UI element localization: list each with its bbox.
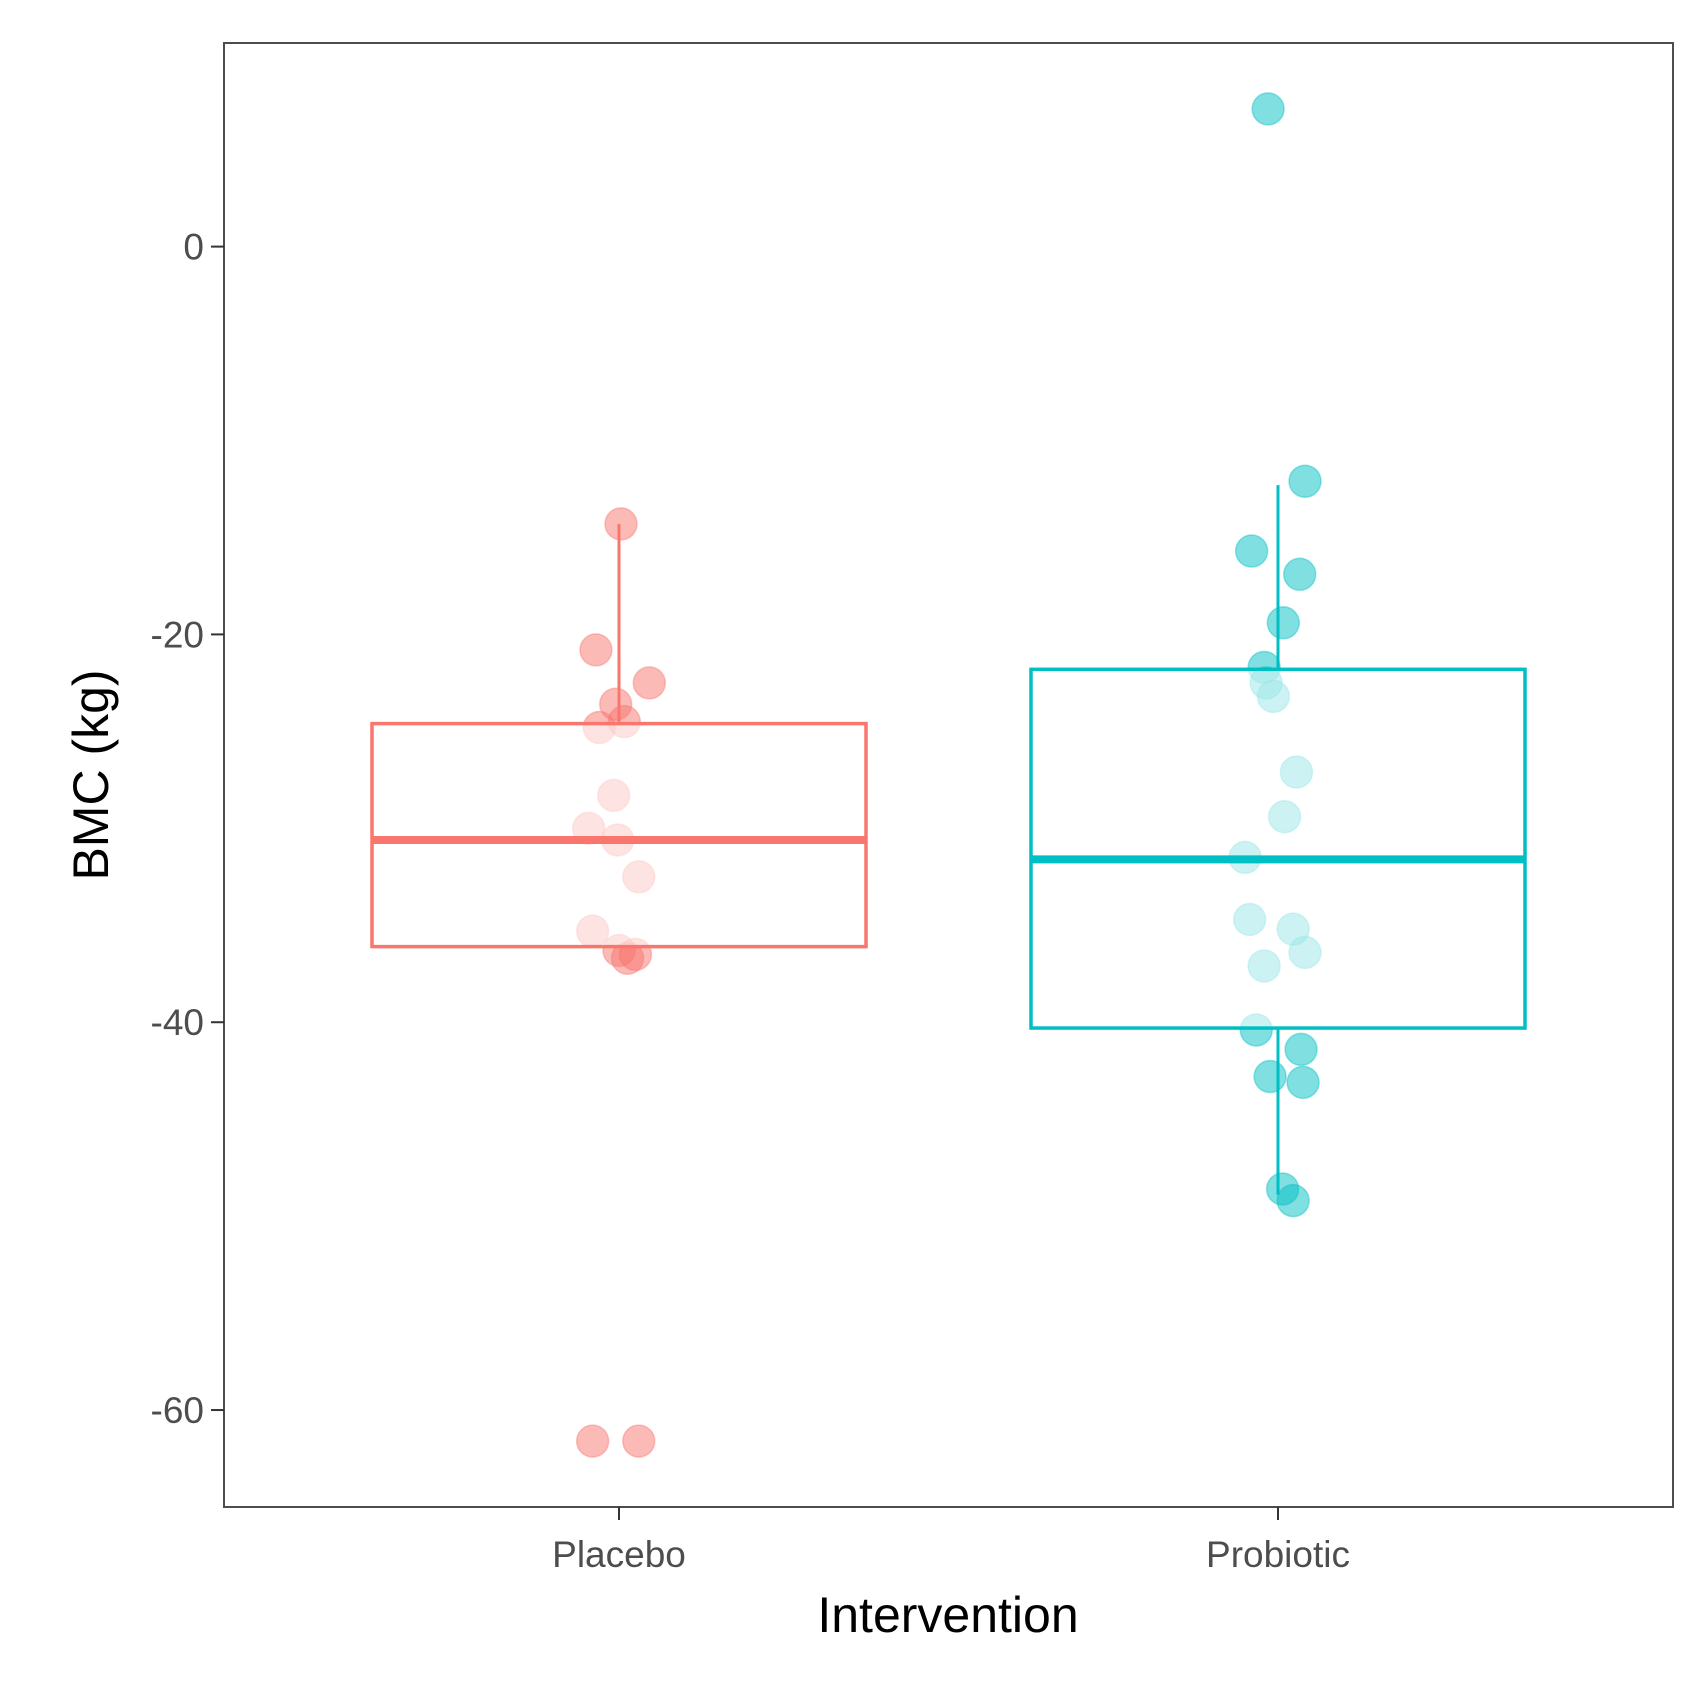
y-tick-label: -60 (151, 1390, 204, 1431)
data-point-probiotic (1234, 534, 1269, 568)
x-tick-label: Probiotic (1206, 1534, 1350, 1575)
data-point-probiotic (1282, 557, 1317, 592)
data-point-probiotic (1276, 1183, 1310, 1218)
y-tick-label: -20 (151, 614, 204, 655)
data-point-probiotic (1286, 1065, 1320, 1100)
y-tick-label: -40 (151, 1002, 204, 1043)
y-axis-title: BMC (kg) (63, 669, 119, 880)
data-point-probiotic (1288, 464, 1322, 498)
x-tick-label: Placebo (552, 1534, 686, 1575)
box-placebo (370, 721, 868, 949)
x-axis-title: Intervention (817, 1587, 1078, 1643)
data-point-probiotic (1266, 606, 1301, 640)
data-point-placebo (579, 633, 613, 667)
data-point-placebo (604, 507, 638, 541)
box-probiotic (1029, 667, 1527, 1030)
data-point-probiotic (1251, 92, 1285, 126)
data-point-placebo (632, 666, 667, 700)
data-point-probiotic (1253, 1059, 1287, 1094)
data-point-placebo (622, 1424, 656, 1458)
y-tick-label: 0 (183, 227, 204, 268)
data-point-probiotic (1284, 1032, 1318, 1067)
data-point-placebo (575, 1424, 610, 1458)
